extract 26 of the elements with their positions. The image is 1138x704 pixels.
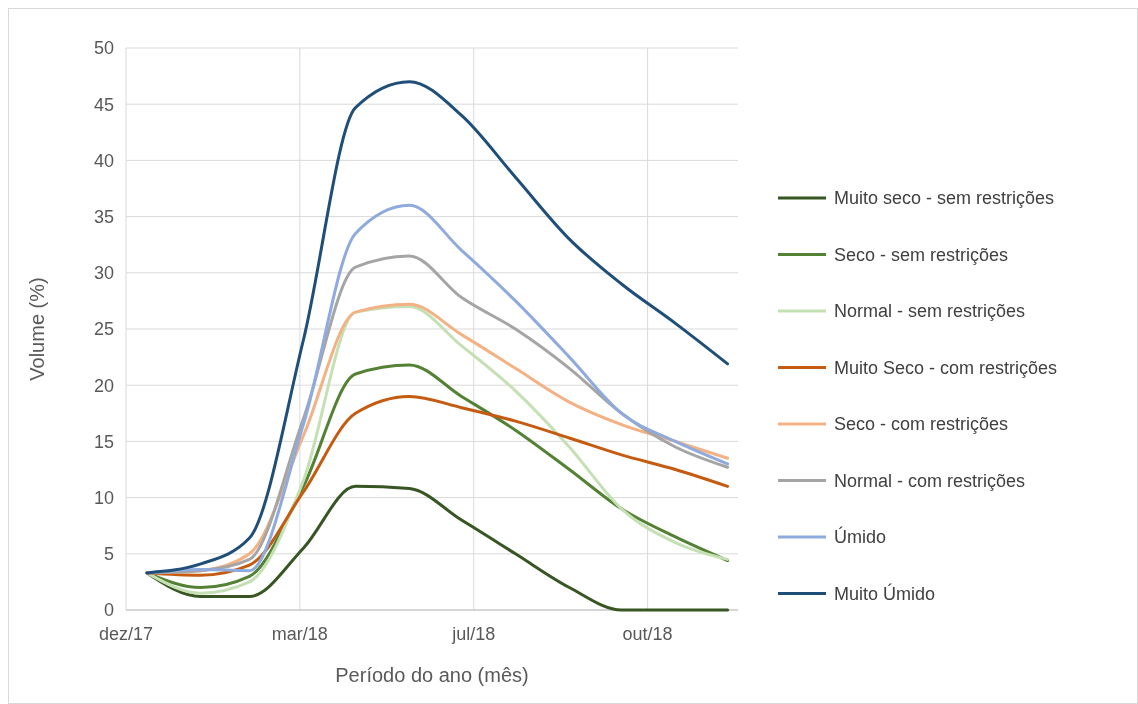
y-tick-label: 30 — [93, 263, 114, 284]
x-tick-label: out/18 — [622, 624, 673, 644]
legend-label: Seco - com restrições — [834, 414, 1009, 435]
line-series — [145, 80, 730, 575]
legend-label: Seco - sem restrições — [834, 244, 1009, 265]
legend-label: Úmido — [834, 526, 887, 548]
y-tick-label: 45 — [93, 94, 114, 115]
y-tick-label: 40 — [93, 150, 114, 171]
y-tick-label: 15 — [93, 431, 114, 452]
legend-label: Muito seco - sem restrições — [834, 188, 1055, 209]
y-tick-label: 50 — [93, 38, 114, 59]
y-tick-label: 0 — [103, 600, 114, 621]
y-tick-label: 20 — [93, 375, 114, 396]
y-tick-label: 10 — [93, 487, 114, 508]
legend-label: Muito Seco - com restrições — [834, 357, 1058, 378]
x-tick-label: dez/17 — [98, 624, 154, 644]
x-tick-label: mar/18 — [271, 624, 328, 644]
legend-label: Normal - com restrições — [834, 470, 1026, 491]
y-tick-label: 35 — [93, 206, 114, 227]
y-tick-label: 5 — [103, 544, 114, 565]
x-axis-title: Período do ano (mês) — [335, 664, 529, 686]
legend-label: Normal - sem restrições — [834, 301, 1026, 322]
y-axis-title: Volume (%) — [26, 277, 48, 381]
legend-label: Muito Úmido — [834, 582, 936, 604]
y-tick-label: 25 — [93, 319, 114, 340]
x-tick-label: jul/18 — [451, 624, 496, 644]
